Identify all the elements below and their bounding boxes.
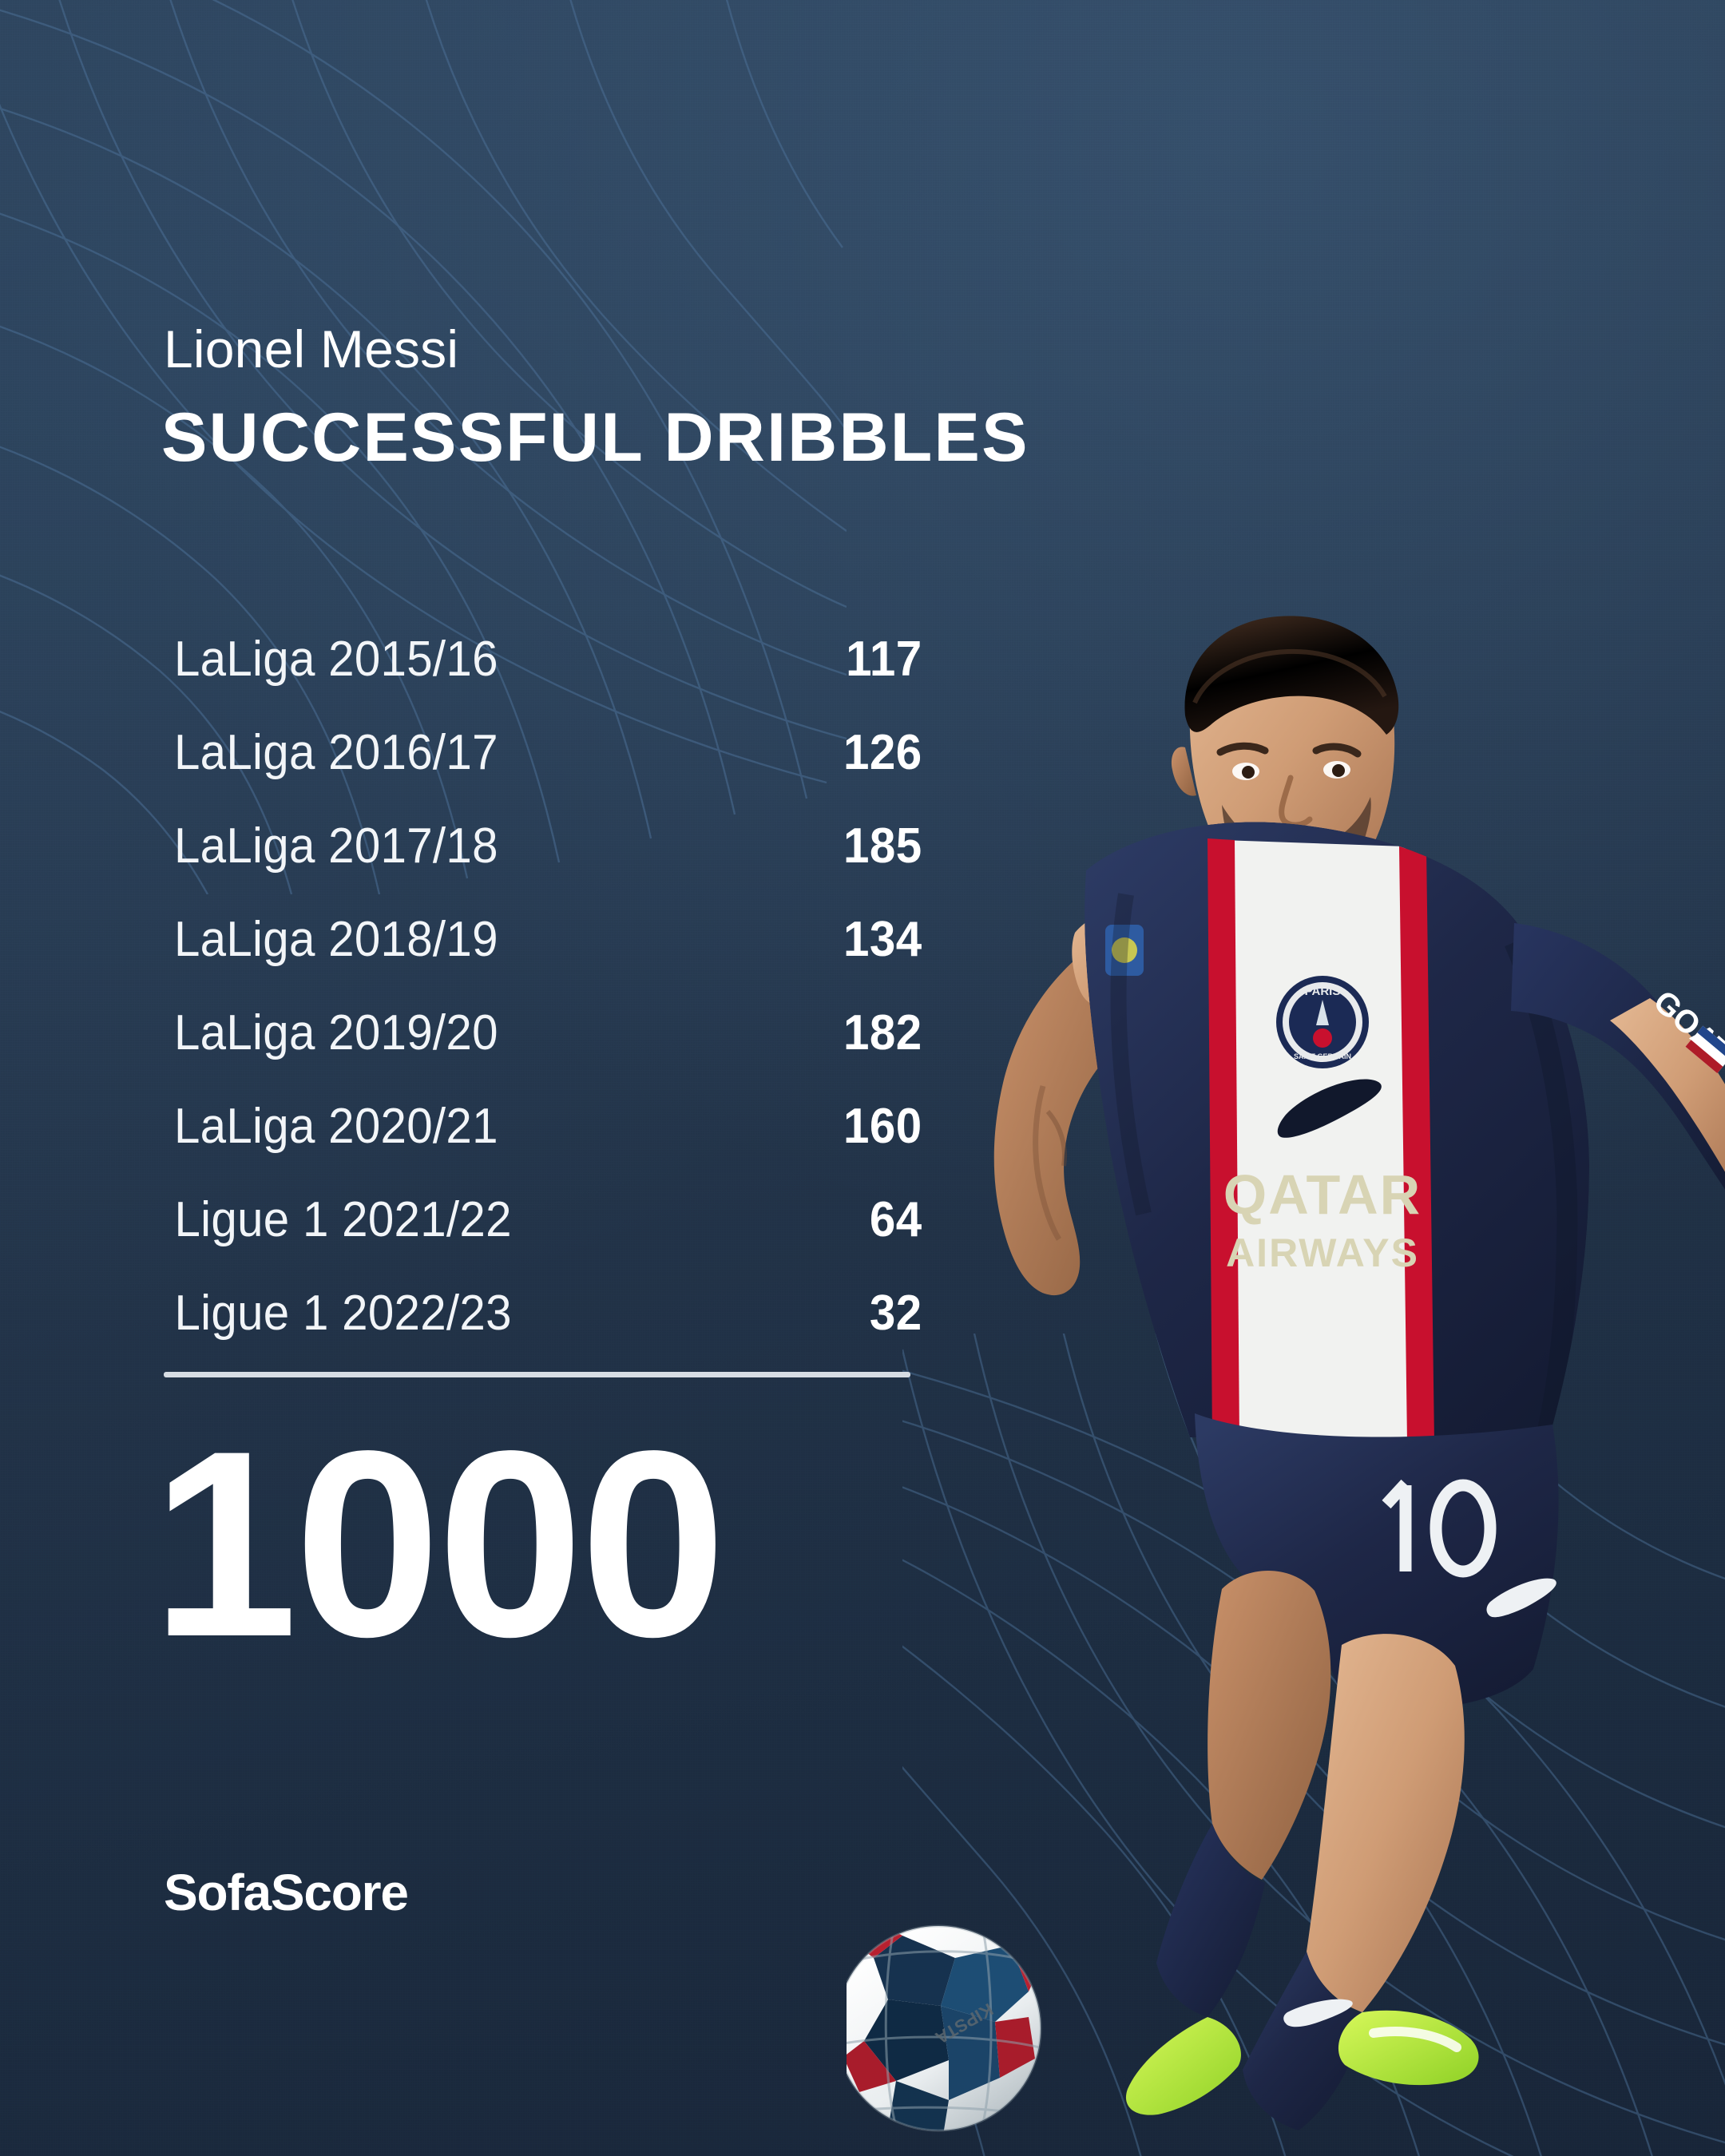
row-value: 185 xyxy=(843,818,922,874)
table-row: LaLiga 2015/16 117 xyxy=(164,631,926,724)
table-row: LaLiga 2016/17 126 xyxy=(164,724,926,818)
row-label: LaLiga 2019/20 xyxy=(173,1005,498,1060)
table-row: LaLiga 2017/18 185 xyxy=(164,818,926,911)
row-value: 182 xyxy=(843,1005,922,1060)
row-value: 117 xyxy=(846,632,922,687)
row-label: LaLiga 2016/17 xyxy=(173,725,498,780)
row-value: 160 xyxy=(843,1099,922,1154)
page-title: SUCCESSFUL DRIBBLES xyxy=(161,399,1029,476)
row-value: 126 xyxy=(843,725,922,780)
table-row: LaLiga 2020/21 160 xyxy=(164,1098,926,1191)
player-name: Lionel Messi xyxy=(164,319,459,378)
row-value: 134 xyxy=(843,912,922,967)
sofascore-logo: SofaScore xyxy=(164,1864,409,1921)
total-divider xyxy=(164,1372,910,1377)
row-label: LaLiga 2015/16 xyxy=(173,632,498,687)
row-label: Ligue 1 2021/22 xyxy=(174,1192,512,1247)
table-row: Ligue 1 2022/23 32 xyxy=(164,1285,926,1378)
total-value: 1000 xyxy=(152,1396,726,1692)
table-row: Ligue 1 2021/22 64 xyxy=(164,1191,926,1285)
row-value: 32 xyxy=(869,1286,922,1341)
table-row: LaLiga 2019/20 182 xyxy=(164,1005,926,1098)
row-label: LaLiga 2018/19 xyxy=(173,912,498,967)
row-label: LaLiga 2017/18 xyxy=(173,818,498,874)
row-label: Ligue 1 2022/23 xyxy=(174,1286,512,1341)
row-label: LaLiga 2020/21 xyxy=(173,1099,498,1154)
stats-list: LaLiga 2015/16 117 LaLiga 2016/17 126 La… xyxy=(164,631,926,1378)
table-row: LaLiga 2018/19 134 xyxy=(164,911,926,1005)
row-value: 64 xyxy=(869,1192,922,1247)
